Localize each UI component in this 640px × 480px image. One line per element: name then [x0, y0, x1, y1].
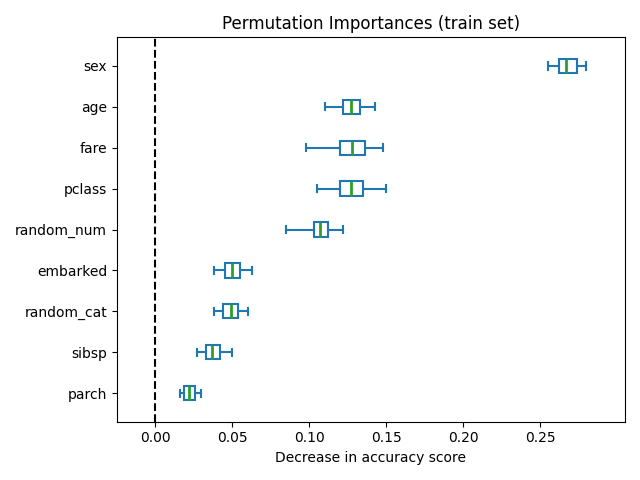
- X-axis label: Decrease in accuracy score: Decrease in accuracy score: [275, 451, 467, 465]
- PathPatch shape: [223, 304, 239, 318]
- PathPatch shape: [343, 100, 360, 114]
- Title: Permutation Importances (train set): Permutation Importances (train set): [222, 15, 520, 33]
- PathPatch shape: [559, 59, 577, 73]
- PathPatch shape: [225, 263, 240, 277]
- PathPatch shape: [184, 386, 195, 400]
- PathPatch shape: [206, 345, 220, 360]
- PathPatch shape: [340, 141, 365, 155]
- PathPatch shape: [340, 181, 363, 196]
- PathPatch shape: [314, 222, 328, 237]
